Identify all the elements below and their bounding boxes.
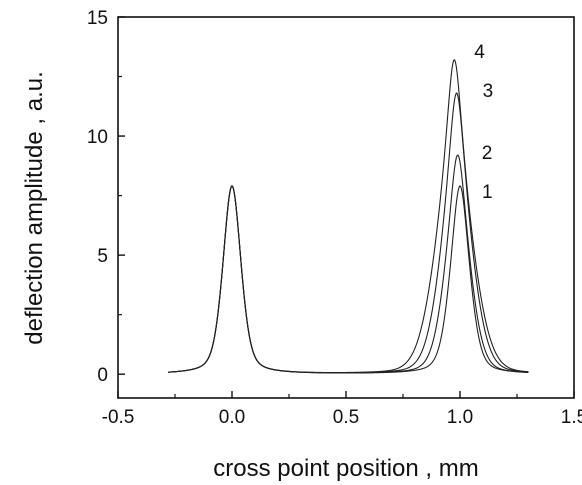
x-tick-label: -0.5 (102, 407, 135, 428)
curve-label: 2 (482, 143, 493, 164)
curve-labels: 1 2 3 4 (474, 42, 493, 203)
plot-frame (117, 16, 575, 399)
series-line (168, 185, 529, 374)
x-axis-ticks: -0.5 0.0 0.5 1.0 1.5 (102, 391, 582, 428)
y-tick-label: 5 (97, 246, 108, 267)
x-tick-label: 0.5 (333, 407, 359, 428)
x-tick-label: 1.0 (447, 407, 473, 428)
series-line (168, 92, 529, 374)
x-axis-title: cross point position , mm (213, 455, 478, 482)
series-line (168, 59, 529, 374)
y-tick-label: 15 (87, 8, 108, 29)
curves (168, 59, 529, 374)
curve-label: 1 (482, 182, 493, 203)
x-tick-label: 0.0 (219, 407, 245, 428)
y-axis-ticks: 0 5 10 15 (87, 8, 125, 386)
curve-label: 4 (474, 42, 485, 63)
y-tick-label: 10 (87, 127, 108, 148)
y-axis-title: deflection amplitude , a.u. (21, 71, 48, 345)
x-tick-label: 1.5 (561, 407, 582, 428)
y-tick-label: 0 (97, 365, 108, 386)
curve-label: 3 (483, 81, 494, 102)
